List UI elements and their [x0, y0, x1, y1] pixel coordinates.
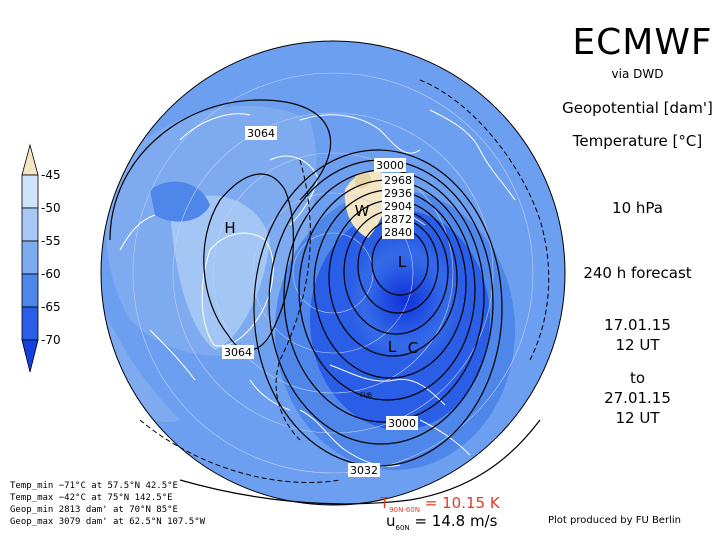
low-center-secondary: L	[388, 338, 397, 356]
colorbar: -45 -50 -55 -60 -65 -70	[21, 143, 61, 373]
valid-to: 27.01.15 12 UT	[548, 388, 727, 428]
cold-center: C	[408, 339, 418, 357]
contour-label: 2936	[382, 186, 414, 200]
pressure-centers: H L L W C	[224, 202, 418, 357]
colorbar-band	[21, 273, 39, 308]
svg-text:2968: 2968	[384, 174, 412, 187]
valid-from-date: 17.01.15	[604, 316, 671, 334]
zonal-wind-index: u60N = 14.8 m/s	[386, 512, 497, 532]
high-center: H	[224, 219, 235, 237]
colorbar-band	[21, 240, 39, 275]
u-label: u	[386, 512, 396, 530]
temp-max: Temp_max −42°C at 75°N 142.5°E	[10, 493, 173, 503]
valid-from: 17.01.15 12 UT	[548, 315, 727, 355]
colorbar-label: -60	[41, 267, 61, 281]
contour-label: 2872	[382, 212, 414, 226]
u-value: = 14.8 m/s	[409, 512, 498, 530]
colorbar-label: -55	[41, 234, 61, 248]
temp-min: Temp_min −71°C at 57.5°N 42.5°E	[10, 481, 178, 491]
svg-text:2936: 2936	[384, 187, 412, 200]
fub-marker: FUB	[360, 392, 372, 399]
svg-text:2872: 2872	[384, 213, 412, 226]
valid-from-time: 12 UT	[615, 336, 660, 354]
valid-to-date: 27.01.15	[604, 389, 671, 407]
contour-label: 3064	[222, 345, 254, 359]
svg-text:2904: 2904	[384, 200, 412, 213]
contour-label: 2968	[382, 173, 414, 187]
contour-label: 3032	[348, 463, 380, 477]
contour-label: 3000	[386, 416, 418, 430]
latitude-circles	[132, 72, 534, 474]
svg-text:3000: 3000	[388, 417, 416, 430]
geop-min: Geop_min 2813 dam' at 70°N 85°E	[10, 505, 178, 515]
model-title: ECMWF	[572, 22, 713, 63]
extrema-stats: Temp_min −71°C at 57.5°N 42.5°E Temp_max…	[10, 480, 205, 528]
colorbar-band	[21, 174, 39, 209]
geop-max: Geop_max 3079 dam' at 62.5°N 107.5°W	[10, 517, 206, 527]
t-label: T	[380, 494, 390, 512]
svg-text:3000: 3000	[376, 159, 404, 172]
source-label: via DWD	[611, 67, 664, 81]
temperature-difference-index: T90N-60N = 10.15 K	[380, 494, 500, 514]
colorbar-bottom-arrow	[21, 339, 39, 373]
svg-text:3032: 3032	[350, 464, 378, 477]
dashed-contours	[139, 79, 550, 483]
colorbar-top-arrow	[21, 143, 39, 176]
contour-label: 3000	[374, 158, 406, 172]
contour-label: 2904	[382, 199, 414, 213]
colorbar-label: -45	[41, 168, 61, 182]
map-border	[100, 40, 566, 506]
contour-labels: 3064 3064 3000 2968 2936 2904 2872 2840 …	[222, 126, 418, 477]
colorbar-band	[21, 306, 39, 341]
field-label-geopotential: Geopotential [dam']	[562, 99, 713, 117]
svg-text:3064: 3064	[224, 346, 252, 359]
svg-text:2840: 2840	[384, 226, 412, 239]
low-center: L	[398, 253, 407, 271]
to-label: to	[629, 369, 646, 387]
colorbar-label: -70	[41, 333, 61, 347]
colorbar-band	[21, 207, 39, 242]
credit-line: Plot produced by FU Berlin	[548, 515, 681, 526]
warm-center: W	[355, 202, 370, 220]
t-subscript: 90N-60N	[389, 506, 420, 514]
colorbar-label: -50	[41, 201, 61, 215]
map-disk	[101, 41, 565, 505]
pressure-level: 10 hPa	[612, 199, 663, 217]
u-subscript: 60N	[395, 524, 410, 532]
forecast-lead: 240 h forecast	[583, 264, 692, 282]
contour-label: 3064	[245, 126, 277, 140]
colorbar-label: -65	[41, 300, 61, 314]
contour-label: 2840	[382, 225, 414, 239]
svg-text:3064: 3064	[247, 127, 275, 140]
t-value: = 10.15 K	[420, 494, 500, 512]
field-label-temperature: Temperature [°C]	[572, 132, 703, 150]
valid-to-time: 12 UT	[615, 409, 660, 427]
